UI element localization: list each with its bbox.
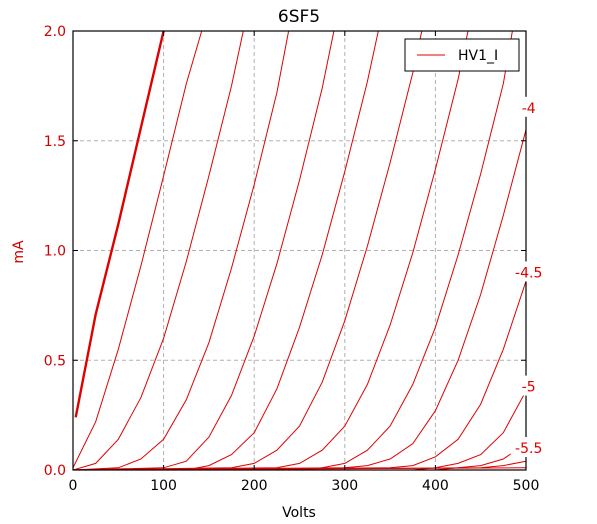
curve-label-2: -5 xyxy=(522,380,536,396)
series-line-3 xyxy=(73,31,290,470)
curve-label-bg-1 xyxy=(510,261,547,282)
curve-label-3: -5.5 xyxy=(515,441,542,457)
x-tick-label-0: 0 xyxy=(69,478,78,494)
x-tick-label-1: 100 xyxy=(150,478,177,494)
curve-labels: -4 -4.5 -5 -5.5 xyxy=(510,96,547,458)
series-line-6 xyxy=(73,31,423,470)
y-tick-label-2: 1.0 xyxy=(44,244,66,260)
y-axis-ticks: 0.0 0.5 1.0 1.5 2.0 xyxy=(44,24,526,479)
curve-label-bg-0 xyxy=(510,96,547,117)
curve-label-0: -4 xyxy=(522,101,536,117)
y-tick-label-1: 0.5 xyxy=(44,353,66,369)
series-line-7 xyxy=(73,31,469,470)
series-line-5 xyxy=(73,31,379,470)
series-line-0 xyxy=(74,31,165,418)
series-line-10 xyxy=(73,281,526,470)
x-axis-label: Volts xyxy=(282,505,316,521)
series-line-2 xyxy=(73,31,244,470)
chart-title: 6SF5 xyxy=(278,7,320,27)
x-tick-label-3: 300 xyxy=(331,478,358,494)
x-tick-label-5: 500 xyxy=(513,478,540,494)
series-line-9 xyxy=(73,129,526,470)
grid xyxy=(73,31,526,470)
series-line-12 xyxy=(73,443,526,470)
curve-label-bg-3 xyxy=(510,437,547,458)
curve-label-bg-2 xyxy=(510,375,547,396)
series-line-11 xyxy=(73,390,526,470)
x-tick-label-2: 200 xyxy=(241,478,268,494)
y-tick-label-0: 0.0 xyxy=(44,463,66,479)
legend-entry: HV1_I xyxy=(458,48,498,64)
y-tick-label-3: 1.5 xyxy=(44,134,66,150)
legend: HV1_I xyxy=(404,38,520,72)
x-tick-label-4: 400 xyxy=(422,478,449,494)
series-line-1 xyxy=(73,31,203,469)
curve-label-1: -4.5 xyxy=(515,265,542,281)
x-axis-ticks: 0 100 200 300 400 500 xyxy=(69,31,540,494)
y-tick-label-4: 2.0 xyxy=(44,24,66,40)
plot-lines xyxy=(73,31,526,470)
series-line-4 xyxy=(73,31,335,470)
y-axis-label: mA xyxy=(11,240,27,264)
